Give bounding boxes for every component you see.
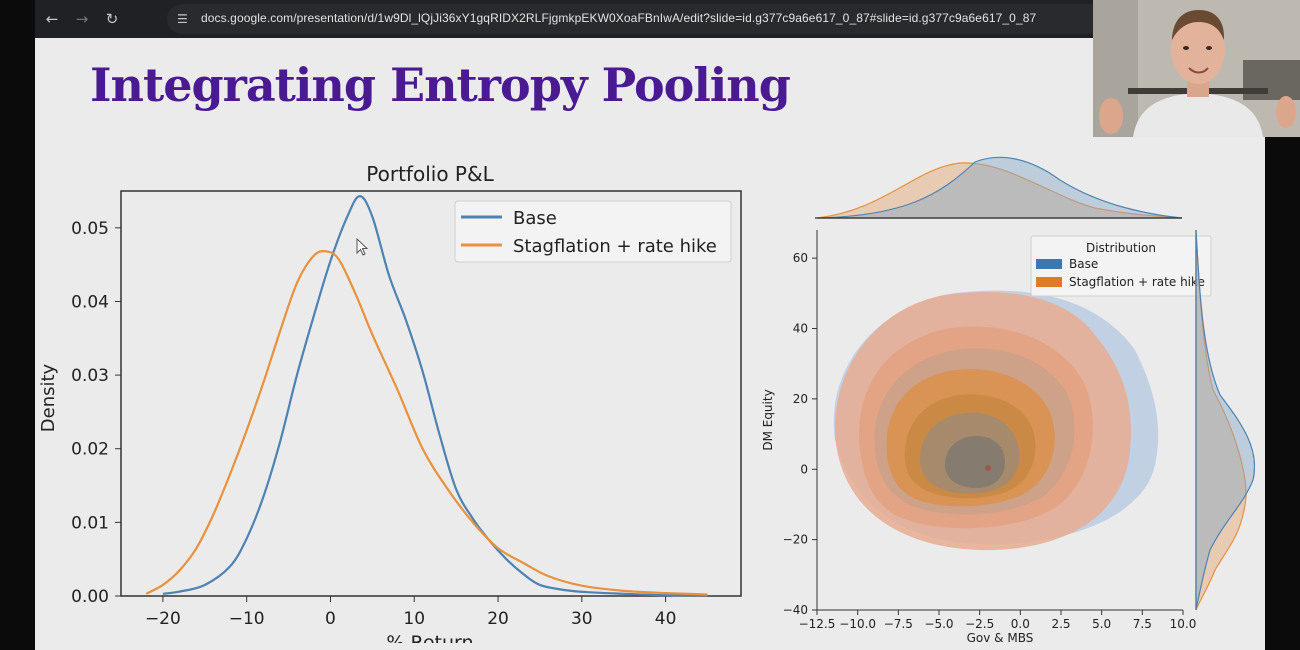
x-tick-label: −10 (229, 609, 265, 629)
marginal-y-stagflation (1195, 229, 1247, 611)
contour-center (985, 465, 991, 471)
joint-x-tick-label: −7.5 (884, 617, 913, 631)
portfolio-pnl-chart: Portfolio P&L 0.00 0.01 0.02 0.03 0.04 0.05 −… (38, 162, 742, 643)
reload-icon[interactable]: ↻ (105, 10, 119, 28)
y-tick-label: 0.02 (71, 440, 109, 460)
browser-toolbar: ← → ↻ ☰ docs.google.com/presentation/d/1… (35, 0, 1132, 38)
x-tick-label: −20 (145, 609, 181, 629)
slide-title: Integrating Entropy Pooling (90, 58, 791, 112)
joint-density-chart: −40 −20 0 20 40 60 −12.5 −10.0 −7.5 −5.0 −2.5 0.0 2… (761, 156, 1255, 645)
y-tick-label: 0.05 (71, 219, 109, 239)
joint-x-tick-label: −2.5 (965, 617, 994, 631)
marginal-x-base (816, 156, 1183, 219)
joint-x-tick-label: 7.5 (1133, 617, 1152, 631)
marginal-x-top (815, 156, 1183, 219)
marginal-y-right (1195, 229, 1255, 611)
address-bar[interactable]: ☰ docs.google.com/presentation/d/1w9Dl_l… (167, 4, 1132, 34)
series-line-base (162, 195, 708, 597)
marginal-y-base (1195, 229, 1255, 611)
y-axis-label: Density (38, 363, 59, 432)
joint-y-tick-label: −40 (783, 603, 808, 617)
joint-y-tick-label: 20 (793, 392, 808, 406)
presenter-video (1093, 0, 1300, 137)
contour-core (945, 436, 1005, 488)
mouse-cursor-icon (356, 238, 369, 256)
webcam-overlay (1093, 0, 1300, 137)
joint-x-tick-label: −5.0 (924, 617, 953, 631)
joint-y-axis-label: DM Equity (761, 389, 775, 450)
x-axis-label: % Return (386, 632, 473, 643)
y-tick-label: 0.01 (71, 513, 109, 533)
joint-legend-title: Distribution (1086, 241, 1156, 255)
joint-legend: Distribution Base Stagflation + rate hik… (1030, 235, 1212, 297)
x-tick-label: 40 (655, 609, 677, 629)
site-info-icon[interactable]: ☰ (177, 12, 188, 26)
joint-plot-area: −40 −20 0 20 40 60 −12.5 −10.0 −7.5 −5.0 −2.5 0.0 2… (761, 230, 1212, 645)
joint-x-tick-label: −10.0 (839, 617, 876, 631)
presentation-slide: Integrating Entropy Pooling Portfolio P&… (35, 38, 1265, 650)
legend: Base Stagflation + rate hike (454, 200, 732, 263)
x-tick-label: 10 (403, 609, 425, 629)
joint-x-tick-label: 2.5 (1051, 617, 1070, 631)
joint-x-tick-label: −12.5 (799, 617, 836, 631)
joint-x-tick-label: 5.0 (1092, 617, 1111, 631)
series-line-stagflation (145, 249, 708, 596)
joint-y-tick-label: 40 (793, 322, 808, 336)
back-icon[interactable]: ← (45, 10, 59, 28)
joint-legend-swatch-base (1036, 259, 1062, 269)
joint-legend-swatch-stagflation (1036, 277, 1062, 287)
joint-x-axis-label: Gov & MBS (967, 631, 1034, 645)
url-text[interactable]: docs.google.com/presentation/d/1w9Dl_lQj… (201, 11, 1037, 25)
joint-y-tick-label: 60 (793, 251, 808, 265)
x-tick-label: 30 (571, 609, 593, 629)
legend-label-base: Base (513, 208, 557, 229)
joint-x-tick-label: 0.0 (1011, 617, 1030, 631)
legend-box (454, 200, 732, 263)
y-tick-label: 0.04 (71, 292, 109, 312)
y-tick-label: 0.03 (71, 366, 109, 386)
joint-legend-label-stagflation: Stagflation + rate hike (1069, 275, 1205, 289)
forward-icon[interactable]: → (75, 10, 89, 28)
joint-legend-box (1030, 235, 1212, 297)
x-tick-label: 0 (325, 609, 336, 629)
joint-legend-label-base: Base (1069, 257, 1098, 271)
legend-label-stagflation: Stagflation + rate hike (513, 236, 717, 257)
x-tick-label: 20 (487, 609, 509, 629)
joint-x-tick-label: 10.0 (1170, 617, 1197, 631)
y-tick-label: 0.00 (71, 587, 109, 607)
kde-contours (833, 290, 1159, 551)
joint-y-tick-label: 0 (800, 462, 808, 476)
joint-y-tick-label: −20 (783, 533, 808, 547)
chart-title: Portfolio P&L (366, 162, 494, 186)
